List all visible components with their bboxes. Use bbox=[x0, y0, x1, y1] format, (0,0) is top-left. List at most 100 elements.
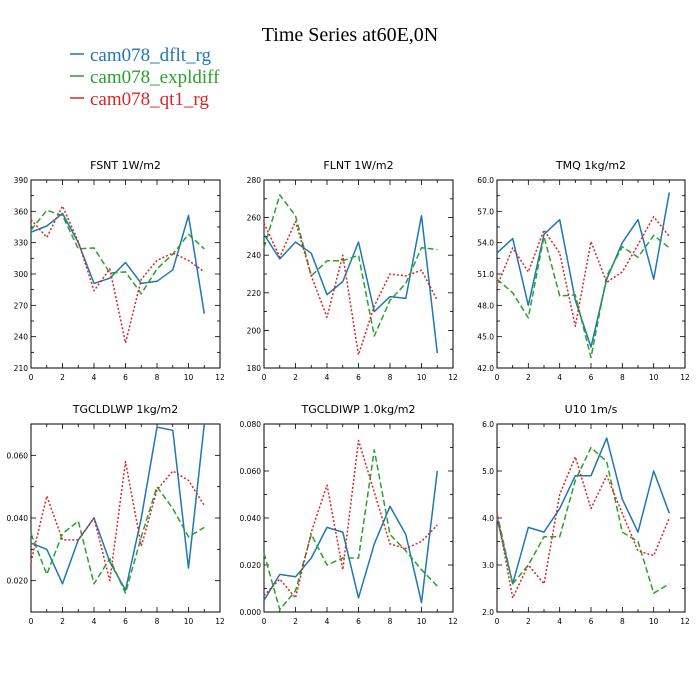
y-tick-label: 0.020 bbox=[7, 577, 29, 586]
y-tick-label: 0.060 bbox=[7, 451, 29, 460]
series-line-cam078-qt1-rg bbox=[496, 215, 670, 327]
x-tick-label: 12 bbox=[680, 617, 690, 626]
plot-frame bbox=[263, 423, 454, 613]
y-tick-label: 360 bbox=[14, 207, 29, 216]
panel-title: U10 1m/s bbox=[565, 403, 618, 416]
series-line-cam078-qt1-rg bbox=[30, 460, 205, 582]
x-tick-label: 4 bbox=[92, 373, 97, 382]
x-tick-label: 10 bbox=[649, 617, 659, 626]
x-tick-label: 0 bbox=[495, 373, 500, 382]
x-tick-label: 0 bbox=[262, 373, 267, 382]
y-tick-label: 0.040 bbox=[240, 514, 262, 523]
x-tick-label: 4 bbox=[557, 373, 562, 382]
x-tick-label: 10 bbox=[184, 617, 194, 626]
x-tick-label: 6 bbox=[356, 373, 361, 382]
y-tick-label: 240 bbox=[247, 251, 262, 260]
y-tick-label: 0.000 bbox=[240, 608, 262, 617]
y-tick-label: 2.0 bbox=[482, 608, 494, 617]
y-tick-label: 54.0 bbox=[477, 239, 494, 248]
legend-label-expldiff: cam078_expldiff bbox=[90, 67, 220, 88]
series-line-cam078-dflt-rg bbox=[30, 423, 206, 591]
series-line-cam078-expldiff bbox=[263, 194, 438, 337]
y-tick-label: 42.0 bbox=[477, 364, 494, 373]
panel-title: TGCLDIWP 1.0kg/m2 bbox=[300, 403, 415, 416]
x-tick-label: 8 bbox=[620, 373, 625, 382]
x-tick-label: 12 bbox=[215, 373, 225, 382]
figure-title: Time Series at60E,0N bbox=[262, 24, 438, 46]
y-tick-label: 300 bbox=[14, 270, 29, 279]
plot-frame bbox=[30, 423, 221, 613]
legend: cam078_dflt_rg cam078_expldiff cam078_qt… bbox=[70, 45, 220, 110]
panel-u10: U10 1m/s 0 2 4 6 8 10 12 2.0 3.0 4.0 5.0 6.0 bbox=[482, 403, 690, 626]
x-tick-label: 0 bbox=[29, 373, 34, 382]
y-tick-label: 240 bbox=[14, 333, 29, 342]
x-tick-label: 10 bbox=[649, 373, 659, 382]
panel-tgcldlwp: TGCLDLWP 1kg/m2 0 2 4 6 8 10 12 0.020 0.040 0.060 bbox=[7, 403, 225, 626]
y-tick-label: 0.040 bbox=[7, 514, 29, 523]
y-tick-label: 48.0 bbox=[477, 301, 494, 310]
series-line-cam078-expldiff bbox=[496, 234, 670, 359]
x-tick-label: 10 bbox=[184, 373, 194, 382]
x-tick-label: 6 bbox=[123, 373, 128, 382]
x-tick-label: 0 bbox=[262, 617, 267, 626]
panel-title: FLNT 1W/m2 bbox=[323, 159, 393, 172]
y-tick-label: 0.080 bbox=[240, 420, 262, 429]
panel-title: TMQ 1kg/m2 bbox=[555, 159, 626, 172]
x-tick-label: 2 bbox=[526, 373, 531, 382]
series-line-cam078-expldiff bbox=[30, 209, 205, 295]
series-line-cam078-qt1-rg bbox=[30, 205, 205, 344]
x-tick-label: 4 bbox=[92, 617, 97, 626]
legend-entry: cam078_expldiff bbox=[70, 67, 220, 88]
x-tick-label: 6 bbox=[123, 617, 128, 626]
y-tick-label: 4.0 bbox=[482, 514, 494, 523]
x-tick-label: 6 bbox=[356, 617, 361, 626]
y-tick-label: 280 bbox=[247, 176, 262, 185]
x-tick-label: 6 bbox=[589, 373, 594, 382]
x-tick-label: 2 bbox=[60, 373, 65, 382]
series-line-cam078-dflt-rg bbox=[496, 437, 671, 585]
y-tick-label: 390 bbox=[14, 176, 29, 185]
y-tick-label: 60.0 bbox=[477, 176, 494, 185]
x-tick-label: 6 bbox=[589, 617, 594, 626]
x-tick-label: 2 bbox=[293, 617, 298, 626]
y-tick-label: 200 bbox=[247, 326, 262, 335]
x-tick-label: 10 bbox=[417, 617, 427, 626]
panel-flnt: FLNT 1W/m2 0 2 4 6 8 10 12 180 200 220 240 260 280 bbox=[247, 159, 458, 382]
x-tick-label: 4 bbox=[557, 617, 562, 626]
series-line-cam078-dflt-rg bbox=[496, 192, 671, 348]
panel-title: TGCLDLWP 1kg/m2 bbox=[72, 403, 178, 416]
y-tick-label: 6.0 bbox=[482, 420, 494, 429]
legend-label-qt1: cam078_qt1_rg bbox=[90, 89, 209, 110]
y-tick-label: 51.0 bbox=[477, 270, 494, 279]
legend-entry: cam078_qt1_rg bbox=[70, 89, 209, 110]
plot-frame bbox=[263, 179, 454, 369]
y-tick-label: 0.060 bbox=[240, 467, 262, 476]
series-line-cam078-qt1-rg bbox=[263, 439, 438, 599]
x-tick-label: 0 bbox=[29, 617, 34, 626]
y-tick-label: 260 bbox=[247, 214, 262, 223]
y-tick-label: 330 bbox=[14, 239, 29, 248]
plot-frame bbox=[496, 423, 686, 613]
y-tick-label: 45.0 bbox=[477, 333, 494, 342]
x-tick-label: 4 bbox=[325, 617, 330, 626]
x-tick-label: 8 bbox=[388, 373, 393, 382]
x-tick-label: 2 bbox=[293, 373, 298, 382]
x-tick-label: 12 bbox=[448, 373, 458, 382]
x-tick-label: 2 bbox=[526, 617, 531, 626]
x-tick-label: 12 bbox=[215, 617, 225, 626]
y-tick-label: 220 bbox=[247, 289, 262, 298]
x-tick-label: 8 bbox=[388, 617, 393, 626]
series-line-cam078-qt1-rg bbox=[263, 220, 438, 356]
series-line-cam078-dflt-rg bbox=[263, 214, 439, 354]
series-line-cam078-expldiff bbox=[263, 449, 438, 611]
y-tick-label: 3.0 bbox=[482, 561, 494, 570]
x-tick-label: 8 bbox=[155, 373, 160, 382]
plot-frame bbox=[496, 179, 686, 369]
y-tick-label: 0.020 bbox=[240, 561, 262, 570]
x-tick-label: 4 bbox=[325, 373, 330, 382]
x-tick-label: 2 bbox=[60, 617, 65, 626]
x-tick-label: 8 bbox=[155, 617, 160, 626]
panel-fsnt: FSNT 1W/m2 0 2 4 6 8 10 12 210 240 270 300 330 360 390 bbox=[14, 159, 225, 382]
y-tick-label: 5.0 bbox=[482, 467, 494, 476]
